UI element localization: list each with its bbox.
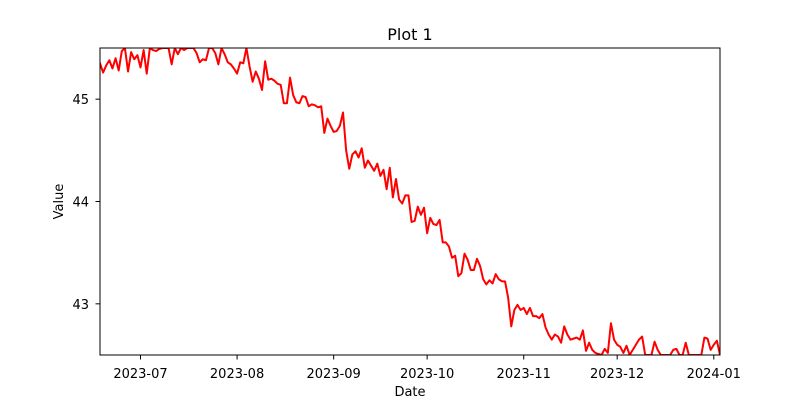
y-tick-label: 43 xyxy=(72,298,89,313)
y-axis: 43 44 45 xyxy=(72,93,100,313)
y-axis-label: Value xyxy=(52,184,67,220)
series-line-0 xyxy=(100,48,720,355)
y-tick-label: 45 xyxy=(72,93,89,108)
x-tick-label: 2023-07 xyxy=(113,367,167,382)
y-tick-label: 44 xyxy=(72,196,89,211)
x-axis: 2023-07 2023-08 2023-09 2023-10 2023-11 2023-… xyxy=(113,355,741,382)
x-tick-label: 2023-10 xyxy=(400,367,454,382)
chart-title: Plot 1 xyxy=(387,25,432,44)
x-tick-label: 2023-08 xyxy=(210,367,264,382)
x-tick-label: 2023-12 xyxy=(590,367,644,382)
x-tick-label: 2023-09 xyxy=(307,367,361,382)
x-tick-label: 2024-01 xyxy=(687,367,741,382)
x-tick-label: 2023-11 xyxy=(497,367,551,382)
x-axis-label: Date xyxy=(394,385,425,400)
series-layer xyxy=(100,48,720,355)
